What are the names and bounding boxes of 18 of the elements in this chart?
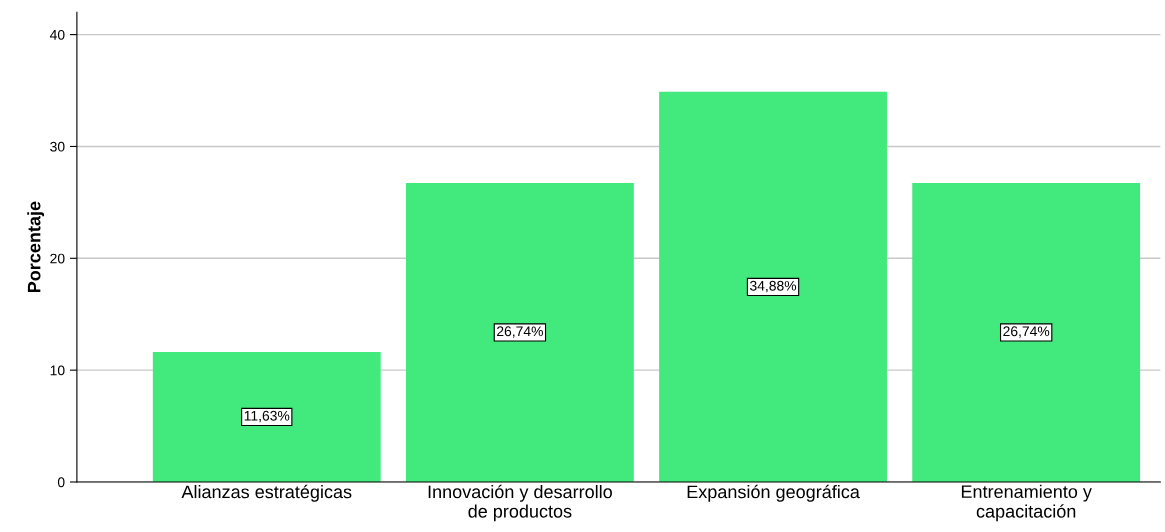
y-tick-label: 10 [50,365,65,376]
y-tick-label: 30 [50,141,65,152]
bar [152,351,381,482]
y-tick-label: 40 [49,29,65,40]
data-label: 34,88% [750,280,797,293]
bar [659,91,887,482]
y-axis-title: Porcentaje [27,201,45,293]
x-tick-label: Expansión geográfica [687,484,860,502]
x-tick-label: Alianzas estratégicas [181,484,352,502]
data-label: 26,74% [497,326,543,338]
bar [912,182,1141,482]
y-tick-label: 0 [57,477,65,488]
bar [405,182,634,482]
data-label: 26,74% [1003,326,1050,338]
x-tick-label: Innovación y desarrollo de productos [428,484,612,522]
x-tick-label: Entrenamiento y capacitación [961,484,1092,522]
data-label: 11,63% [244,410,290,423]
y-tick-label: 20 [50,253,65,264]
